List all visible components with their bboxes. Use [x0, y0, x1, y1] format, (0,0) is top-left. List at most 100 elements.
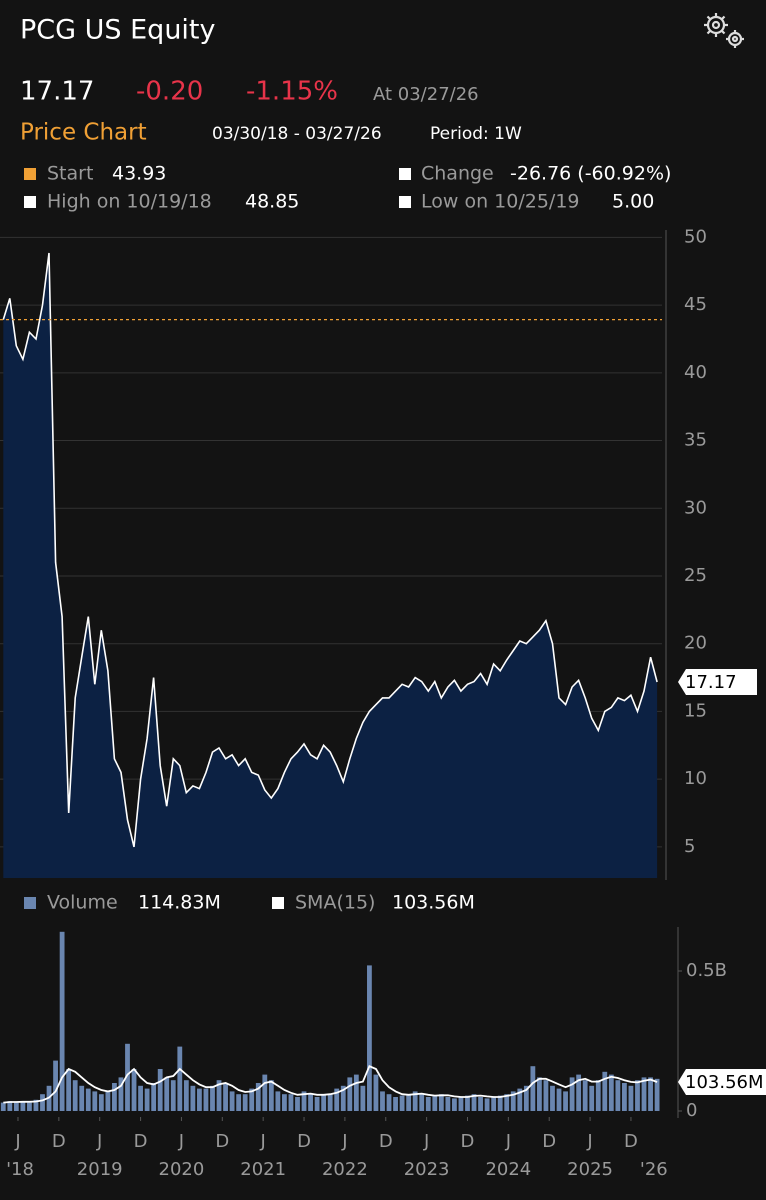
volume-bar: [27, 1102, 32, 1111]
y-tick-label: 15: [684, 700, 707, 721]
volume-bar: [249, 1088, 255, 1111]
change-value: -26.76 (-60.92%): [510, 163, 671, 185]
volume-bar: [550, 1085, 555, 1111]
volume-bar: [301, 1091, 307, 1111]
high-label: High on 10/19/18: [47, 191, 212, 213]
x-tick-label: J: [586, 1131, 592, 1152]
section-title: Price Chart: [20, 120, 147, 146]
x-tick-label: J: [260, 1131, 266, 1152]
volume-bar: [334, 1088, 340, 1111]
x-tick-label: J: [423, 1131, 429, 1152]
volume-bar: [112, 1083, 117, 1111]
volume-bar: [452, 1098, 457, 1111]
x-tick-label: D: [461, 1131, 475, 1152]
x-year-label: 2022: [322, 1159, 368, 1180]
volume-bar: [183, 1080, 189, 1111]
volume-bar: [622, 1083, 627, 1111]
sma-line: [3, 1065, 658, 1104]
high-swatch: [24, 196, 36, 208]
volume-bar: [203, 1088, 209, 1111]
volume-bar: [648, 1077, 653, 1111]
volume-bar: [589, 1085, 595, 1111]
volume-bar: [399, 1095, 405, 1111]
volume-bar: [347, 1077, 353, 1111]
change-label: Change: [421, 163, 494, 185]
y-tick-label: 45: [684, 294, 707, 315]
volume-bar: [543, 1080, 549, 1111]
volume-bar: [360, 1085, 366, 1111]
net-change: -0.20: [136, 77, 203, 107]
change-swatch: [399, 168, 411, 180]
y-tick-label: 0: [686, 1100, 697, 1121]
volume-bar: [170, 1080, 176, 1111]
volume-bar: [556, 1088, 562, 1111]
volume-bar: [465, 1095, 470, 1111]
volume-bar: [268, 1080, 274, 1111]
volume-bar: [582, 1080, 588, 1111]
volume-bar: [641, 1077, 647, 1111]
volume-bar: [595, 1080, 601, 1111]
volume-bar: [223, 1083, 228, 1111]
volume-bar: [406, 1094, 412, 1111]
volume-bar: [131, 1069, 137, 1111]
last-price-tag-label: 17.17: [685, 672, 737, 693]
x-tick-label: D: [379, 1131, 393, 1152]
volume-bar: [432, 1095, 438, 1111]
volume-bar: [210, 1085, 215, 1111]
volume-bar: [98, 1094, 104, 1111]
sma-legend-value: 103.56M: [392, 892, 475, 914]
x-year-label: 2020: [159, 1159, 205, 1180]
volume-bar: [151, 1083, 157, 1111]
volume-bar: [654, 1078, 660, 1111]
y-tick-label: 30: [684, 497, 707, 518]
volume-bar: [40, 1094, 45, 1111]
volume-bar: [314, 1097, 320, 1111]
date-range: 03/30/18 - 03/27/26: [212, 124, 382, 144]
volume-bar: [144, 1088, 150, 1111]
price-area: [3, 253, 658, 878]
volume-bar: [445, 1097, 451, 1111]
last-price-tag: [678, 669, 757, 696]
volume-bar: [504, 1094, 510, 1111]
x-year-label: 2019: [77, 1159, 123, 1180]
volume-bar: [484, 1098, 490, 1111]
volume-bar: [118, 1077, 124, 1111]
volume-bar: [295, 1097, 300, 1111]
y-tick-label: 5: [684, 836, 695, 857]
sma-tag: [678, 1069, 766, 1096]
volume-bar: [608, 1074, 614, 1111]
volume-bar: [340, 1085, 346, 1111]
x-tick-label: J: [96, 1131, 102, 1152]
volume-bar: [615, 1080, 621, 1111]
volume-bar: [419, 1094, 425, 1111]
volume-bar: [367, 965, 372, 1111]
volume-bar: [216, 1080, 222, 1111]
y-tick-label: 25: [684, 565, 707, 586]
volume-bar: [563, 1091, 568, 1111]
volume-bar: [164, 1077, 170, 1111]
volume-bar: [0, 1102, 6, 1111]
x-tick-label: D: [52, 1131, 66, 1152]
volume-bar: [308, 1094, 313, 1111]
start-label: Start: [47, 163, 93, 185]
x-year-label: 2025: [567, 1159, 613, 1180]
volume-bar: [380, 1091, 385, 1111]
x-tick-label: D: [624, 1131, 638, 1152]
volume-bar: [425, 1097, 431, 1111]
volume-bar: [523, 1085, 529, 1111]
volume-bar: [288, 1094, 294, 1111]
volume-bar: [602, 1071, 608, 1111]
volume-bar: [7, 1101, 13, 1111]
volume-bar: [576, 1074, 582, 1111]
y-tick-label: 40: [684, 362, 707, 383]
sma-swatch: [272, 897, 284, 909]
settings-icon[interactable]: [704, 13, 744, 48]
volume-bar: [537, 1077, 542, 1111]
y-tick-label: 50: [684, 226, 707, 247]
y-tick-label: 20: [684, 633, 707, 654]
volume-bar: [438, 1094, 444, 1111]
x-year-label: 2023: [404, 1159, 450, 1180]
x-tick-label: D: [134, 1131, 148, 1152]
volume-bar: [236, 1094, 242, 1111]
